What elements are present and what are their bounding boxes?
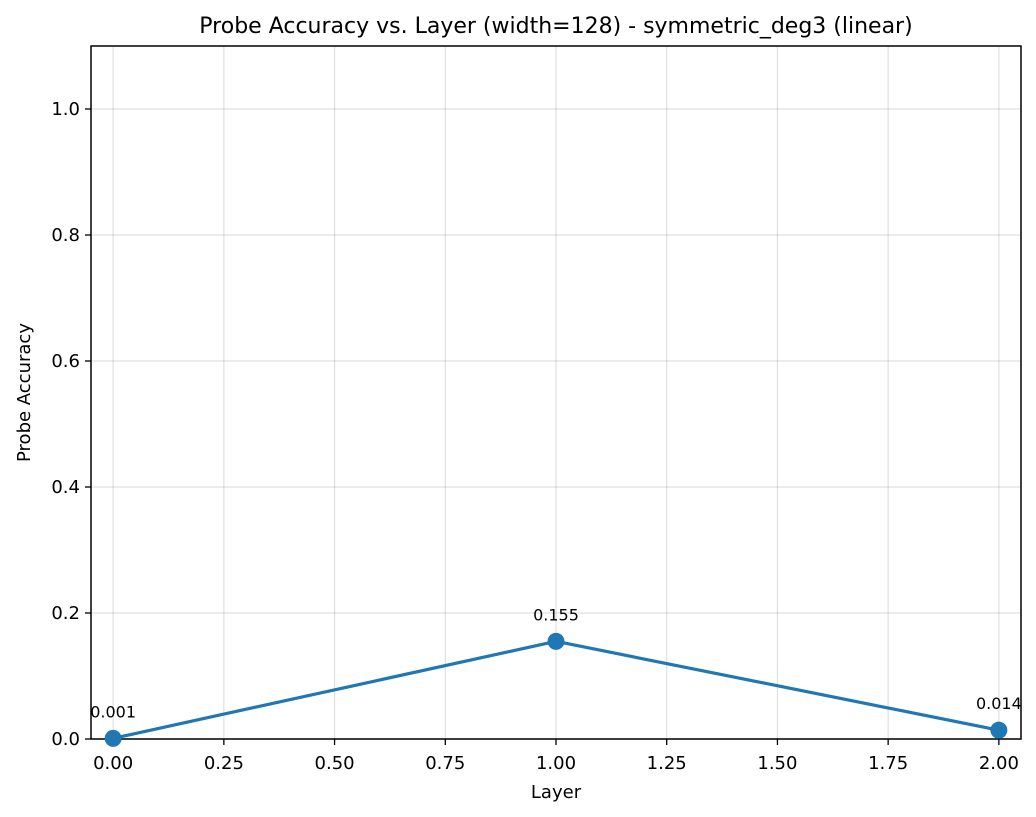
y-tick-label: 0.8 (51, 225, 80, 246)
y-tick-label: 0.0 (51, 729, 80, 750)
series-group: 0.001 0.155 0.014 (90, 605, 1022, 747)
data-label: 0.001 (90, 702, 136, 721)
chart-title: Probe Accuracy vs. Layer (width=128) - s… (199, 14, 912, 39)
x-tick-label: 1.50 (757, 753, 797, 774)
x-tick-label: 0.75 (425, 753, 465, 774)
x-tick-label: 0.50 (315, 753, 355, 774)
data-label: 0.155 (533, 605, 579, 624)
x-axis-ticks: 0.00 0.25 0.50 0.75 1.00 1.25 1.50 1.75 2.00 (93, 739, 1019, 774)
grid (91, 46, 1021, 740)
x-axis-label: Layer (531, 782, 582, 803)
y-tick-label: 0.6 (51, 351, 80, 372)
y-axis-label: Probe Accuracy (14, 323, 35, 462)
data-point (547, 632, 565, 650)
x-tick-label: 1.75 (868, 753, 908, 774)
x-tick-label: 0.25 (204, 753, 244, 774)
x-tick-label: 0.00 (93, 753, 133, 774)
x-tick-label: 2.00 (979, 753, 1019, 774)
y-tick-label: 0.2 (51, 603, 80, 624)
x-tick-label: 1.00 (536, 753, 576, 774)
y-axis-ticks: 0.0 0.2 0.4 0.6 0.8 1.0 (51, 99, 91, 750)
data-point (990, 721, 1008, 739)
y-tick-label: 0.4 (51, 477, 80, 498)
data-label: 0.014 (976, 694, 1022, 713)
x-tick-label: 1.25 (647, 753, 687, 774)
data-point (104, 729, 122, 747)
y-tick-label: 1.0 (51, 99, 80, 120)
